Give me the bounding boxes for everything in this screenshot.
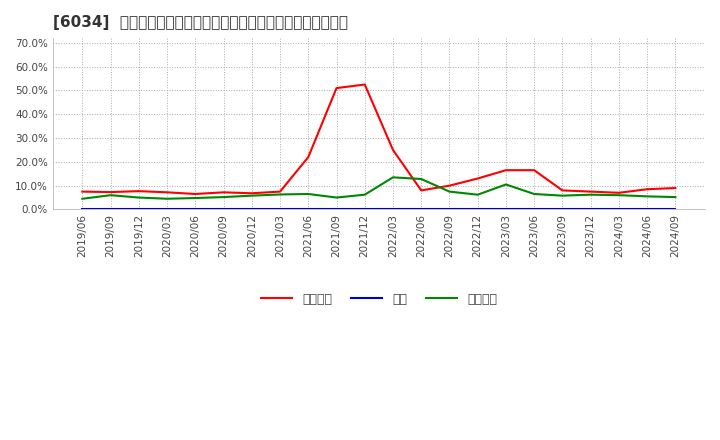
買入債務 [191,195,199,201]
在庫 [107,206,115,212]
買入債務 [473,192,482,197]
売上債権 [220,190,228,195]
売上債権 [643,187,652,192]
売上債権 [558,188,567,193]
買入債務 [135,195,143,200]
買入債務 [107,193,115,198]
在庫 [530,206,539,212]
買入債務 [304,191,312,197]
買入債務 [445,189,454,194]
買入債務 [558,193,567,198]
買入債務 [643,194,652,199]
売上債権 [248,191,256,196]
買入債務 [671,194,680,200]
在庫 [163,206,171,212]
買入債務 [502,182,510,187]
売上債権 [276,189,284,194]
在庫 [332,206,341,212]
在庫 [191,206,199,212]
Text: [6034]  売上債権、在庫、買入債務の総資産に対する比率の推移: [6034] 売上債権、在庫、買入債務の総資産に対する比率の推移 [53,15,348,30]
在庫 [586,206,595,212]
買入債務 [276,192,284,197]
Line: 買入債務: 買入債務 [82,177,675,199]
売上債権 [191,191,199,197]
在庫 [671,206,680,212]
売上債権 [304,154,312,160]
在庫 [389,206,397,212]
買入債務 [417,176,426,182]
売上債権 [615,190,624,195]
買入債務 [389,175,397,180]
在庫 [304,206,312,212]
売上債権 [163,190,171,195]
在庫 [220,206,228,212]
買入債務 [248,193,256,198]
在庫 [502,206,510,212]
在庫 [615,206,624,212]
在庫 [361,206,369,212]
在庫 [643,206,652,212]
買入債務 [163,196,171,202]
売上債権 [445,183,454,188]
買入債務 [586,192,595,197]
買入債務 [220,194,228,200]
売上債権 [417,188,426,193]
買入債務 [332,195,341,200]
売上債権 [586,189,595,194]
売上債権 [135,188,143,194]
Legend: 売上債権, 在庫, 買入債務: 売上債権, 在庫, 買入債務 [256,288,502,311]
在庫 [558,206,567,212]
在庫 [248,206,256,212]
売上債権 [671,185,680,191]
買入債務 [78,196,86,202]
在庫 [445,206,454,212]
売上債権 [361,82,369,87]
売上債権 [389,147,397,153]
売上債権 [78,189,86,194]
在庫 [276,206,284,212]
買入債務 [530,191,539,197]
在庫 [135,206,143,212]
買入債務 [361,192,369,197]
在庫 [78,206,86,212]
売上債権 [502,168,510,173]
売上債権 [530,168,539,173]
在庫 [417,206,426,212]
売上債権 [332,85,341,91]
売上債権 [107,190,115,195]
売上債権 [473,176,482,181]
Line: 売上債権: 売上債権 [82,84,675,194]
在庫 [473,206,482,212]
買入債務 [615,193,624,198]
